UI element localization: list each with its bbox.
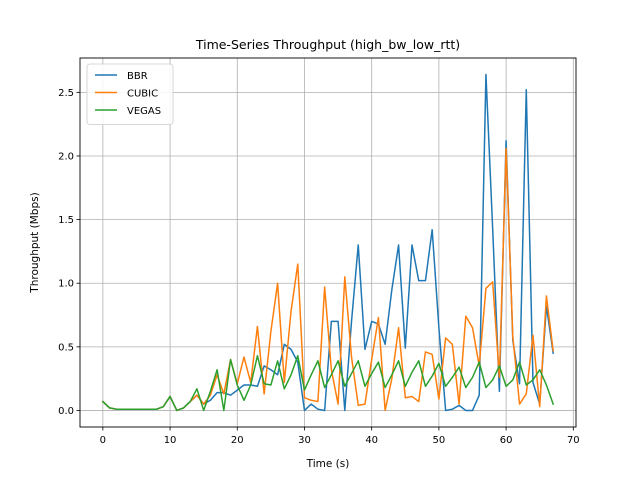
y-tick-label: 2.0	[58, 151, 74, 162]
x-tick-label: 40	[365, 435, 378, 446]
chart-title: Time-Series Throughput (high_bw_low_rtt)	[195, 37, 460, 52]
x-tick-label: 30	[298, 435, 311, 446]
series-lines	[101, 73, 555, 412]
y-tick-label: 2.5	[58, 88, 74, 99]
axis-ticks: 0 10 20 30 40 50 60 70 0.0 0.5 1.0 1.5 2.0 2.5	[58, 88, 580, 446]
x-tick-label: 70	[567, 435, 580, 446]
y-tick-label: 0.0	[58, 406, 74, 417]
series-line-vegas	[101, 354, 555, 412]
x-tick-label: 0	[100, 435, 106, 446]
y-tick-label: 0.5	[58, 342, 74, 353]
y-axis-label: Throughput (Mbps)	[29, 192, 41, 293]
legend-label-bbr: BBR	[127, 71, 148, 82]
x-axis-label: Time (s)	[306, 458, 350, 470]
x-tick-label: 60	[500, 435, 513, 446]
plot-frame	[79, 57, 577, 428]
y-tick-label: 1.0	[58, 279, 74, 290]
legend-label-vegas: VEGAS	[127, 106, 161, 117]
legend-label-cubic: CUBIC	[127, 89, 158, 100]
x-tick-label: 20	[231, 435, 244, 446]
legend: BBR CUBIC VEGAS	[86, 63, 174, 125]
x-tick-label: 50	[433, 435, 446, 446]
grid-lines	[80, 58, 576, 427]
y-tick-label: 1.5	[58, 215, 74, 226]
x-tick-label: 10	[164, 435, 177, 446]
